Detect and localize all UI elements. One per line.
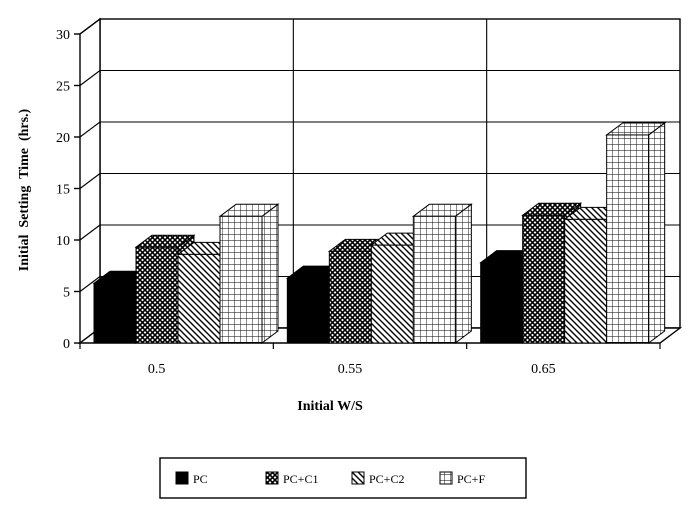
bar-front: [606, 134, 650, 344]
bar-front: [328, 250, 372, 344]
legend-item: PC+C1: [265, 471, 318, 486]
x-tick-label: 0.65: [531, 362, 556, 377]
bar-front: [135, 246, 179, 344]
x-axis-ticks: 0.5 0.55 0.65: [79, 343, 661, 377]
side-gridline: [79, 70, 101, 86]
side-gridline: [79, 224, 101, 241]
legend-label: PC: [193, 472, 208, 486]
bar-front: [219, 215, 263, 344]
y-tick-label: 5: [63, 286, 70, 301]
x-tick-label: 0.55: [338, 362, 363, 377]
legend-item: PC+C2: [351, 471, 404, 486]
x-axis-label: Initial W/S: [297, 399, 363, 414]
bar-side: [648, 121, 666, 344]
bar-front: [564, 218, 608, 344]
legend-label: PC+C2: [369, 472, 404, 486]
legend-swatch: [265, 471, 279, 485]
side-gridline: [79, 173, 101, 189]
legend-swatch: [439, 471, 453, 485]
y-axis-label: Initial Setting Time (hrs.): [17, 108, 32, 271]
bar-front: [286, 277, 330, 344]
side-gridline: [79, 18, 101, 35]
bar-front: [522, 214, 566, 344]
y-tick-label: 25: [56, 80, 70, 95]
bar-front: [370, 244, 414, 344]
side-gridline: [79, 121, 101, 138]
x-tick-label: 0.5: [148, 362, 166, 377]
legend: PC PC+C1 PC+C2 PC+F: [159, 457, 527, 499]
legend-item: PC: [175, 471, 208, 486]
y-tick-label: 10: [56, 234, 70, 249]
bar: [411, 203, 473, 344]
legend-swatch: [175, 471, 189, 485]
bar: [218, 203, 280, 344]
bar-front: [93, 282, 137, 344]
side-gridline: [79, 276, 101, 292]
legend-label: PC+C1: [283, 472, 318, 486]
y-axis-ticks: 0 5 10 15 20 25 30: [56, 28, 80, 352]
bar-side: [261, 203, 279, 344]
y-tick-label: 15: [56, 183, 70, 198]
legend-item: PC+F: [439, 471, 485, 486]
legend-box: [159, 457, 527, 499]
bar: [605, 121, 667, 344]
bar-front: [412, 215, 456, 344]
bar-front: [480, 262, 524, 344]
bars: [92, 121, 667, 344]
y-tick-label: 0: [63, 337, 70, 352]
legend-swatch: [351, 471, 365, 485]
y-tick-label: 20: [56, 131, 70, 146]
y-tick-label: 30: [56, 28, 70, 43]
legend-label: PC+F: [457, 472, 485, 486]
bar-front: [177, 253, 221, 344]
bar-side: [454, 203, 472, 344]
